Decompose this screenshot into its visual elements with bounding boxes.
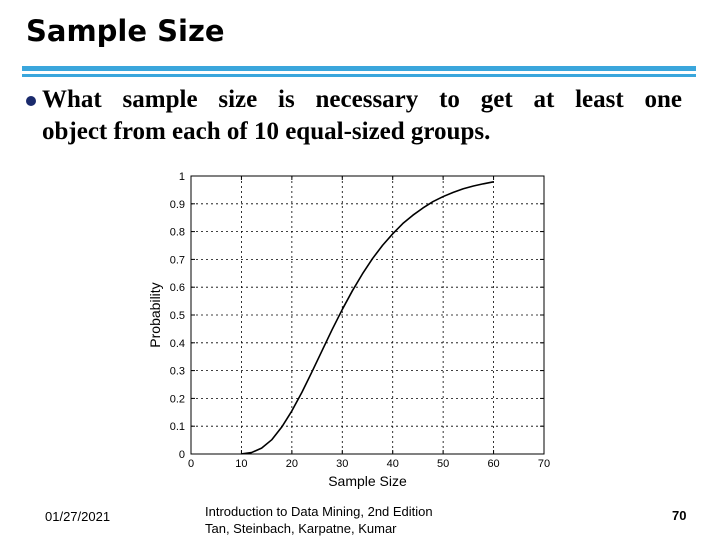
footer-date: 01/27/2021 bbox=[45, 509, 111, 524]
y-tick-label: 0.4 bbox=[170, 338, 185, 350]
probability-chart: 0 10 20 30 40 50 60 70 0 0.1 0.2 0.3 0.4 0.5 0.6 0.7 0.8… bbox=[147, 171, 550, 489]
x-tick-label: 0 bbox=[188, 458, 194, 470]
bullet-dot-icon bbox=[26, 96, 36, 106]
footer-source-line1: Introduction to Data Mining, 2nd Edition bbox=[205, 504, 433, 519]
x-tick-label: 60 bbox=[487, 458, 499, 470]
y-tick-label: 0.2 bbox=[170, 393, 185, 405]
footer-source-line2: Tan, Steinbach, Karpatne, Kumar bbox=[205, 521, 397, 536]
slide-title: Sample Size bbox=[26, 14, 225, 48]
y-axis-label: Probability bbox=[147, 282, 163, 347]
y-tick-label: 0 bbox=[179, 449, 185, 461]
y-tick-label: 0.5 bbox=[170, 310, 185, 322]
bullet-text-line2: object from each of 10 equal-sized group… bbox=[42, 118, 491, 145]
x-tick-label: 50 bbox=[437, 458, 449, 470]
title-rule-thin bbox=[22, 74, 696, 77]
footer-source: Introduction to Data Mining, 2nd Edition… bbox=[205, 503, 433, 537]
y-tick-label: 0.8 bbox=[170, 227, 185, 239]
title-rule-thick bbox=[22, 66, 696, 71]
y-tick-label: 0.1 bbox=[170, 421, 185, 433]
series-line bbox=[241, 181, 494, 455]
x-tick-label: 20 bbox=[286, 458, 298, 470]
bullet-text-line1: What sample size is necessary to get at … bbox=[42, 86, 682, 113]
page-number: 70 bbox=[672, 508, 687, 523]
y-tick-label: 1 bbox=[179, 171, 185, 183]
y-tick-label: 0.3 bbox=[170, 366, 185, 378]
y-tick-label: 0.7 bbox=[170, 254, 185, 266]
y-tick-label: 0.6 bbox=[170, 282, 185, 294]
x-tick-label: 30 bbox=[336, 458, 348, 470]
x-tick-label: 40 bbox=[387, 458, 399, 470]
y-tick-label: 0.9 bbox=[170, 199, 185, 211]
x-axis-label: Sample Size bbox=[328, 473, 407, 489]
x-tick-label: 70 bbox=[538, 458, 550, 470]
x-tick-label: 10 bbox=[235, 458, 247, 470]
